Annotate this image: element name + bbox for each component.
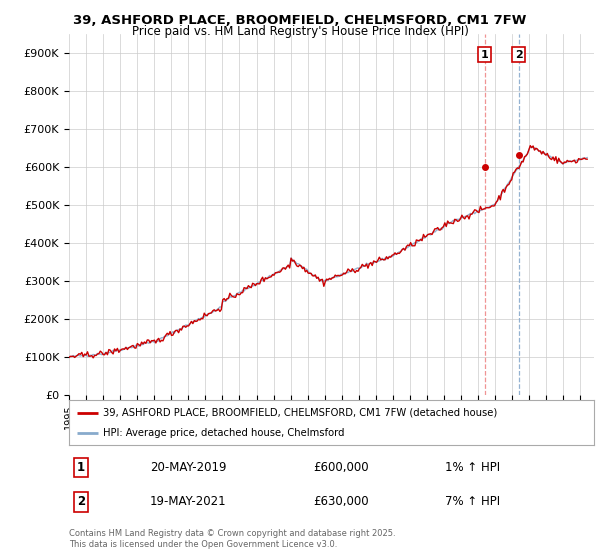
Text: £630,000: £630,000 <box>313 495 369 508</box>
Text: 39, ASHFORD PLACE, BROOMFIELD, CHELMSFORD, CM1 7FW: 39, ASHFORD PLACE, BROOMFIELD, CHELMSFOR… <box>73 14 527 27</box>
Text: Contains HM Land Registry data © Crown copyright and database right 2025.
This d: Contains HM Land Registry data © Crown c… <box>69 529 395 549</box>
Text: Price paid vs. HM Land Registry's House Price Index (HPI): Price paid vs. HM Land Registry's House … <box>131 25 469 38</box>
Text: 2: 2 <box>515 49 523 59</box>
Text: 7% ↑ HPI: 7% ↑ HPI <box>445 495 500 508</box>
Text: £600,000: £600,000 <box>313 461 369 474</box>
Text: 39, ASHFORD PLACE, BROOMFIELD, CHELMSFORD, CM1 7FW (detached house): 39, ASHFORD PLACE, BROOMFIELD, CHELMSFOR… <box>103 408 497 418</box>
Text: 19-MAY-2021: 19-MAY-2021 <box>150 495 226 508</box>
Text: HPI: Average price, detached house, Chelmsford: HPI: Average price, detached house, Chel… <box>103 428 344 438</box>
Text: 2: 2 <box>77 495 85 508</box>
Text: 1% ↑ HPI: 1% ↑ HPI <box>445 461 500 474</box>
Text: 1: 1 <box>481 49 488 59</box>
Text: 1: 1 <box>77 461 85 474</box>
Text: 20-MAY-2019: 20-MAY-2019 <box>150 461 226 474</box>
